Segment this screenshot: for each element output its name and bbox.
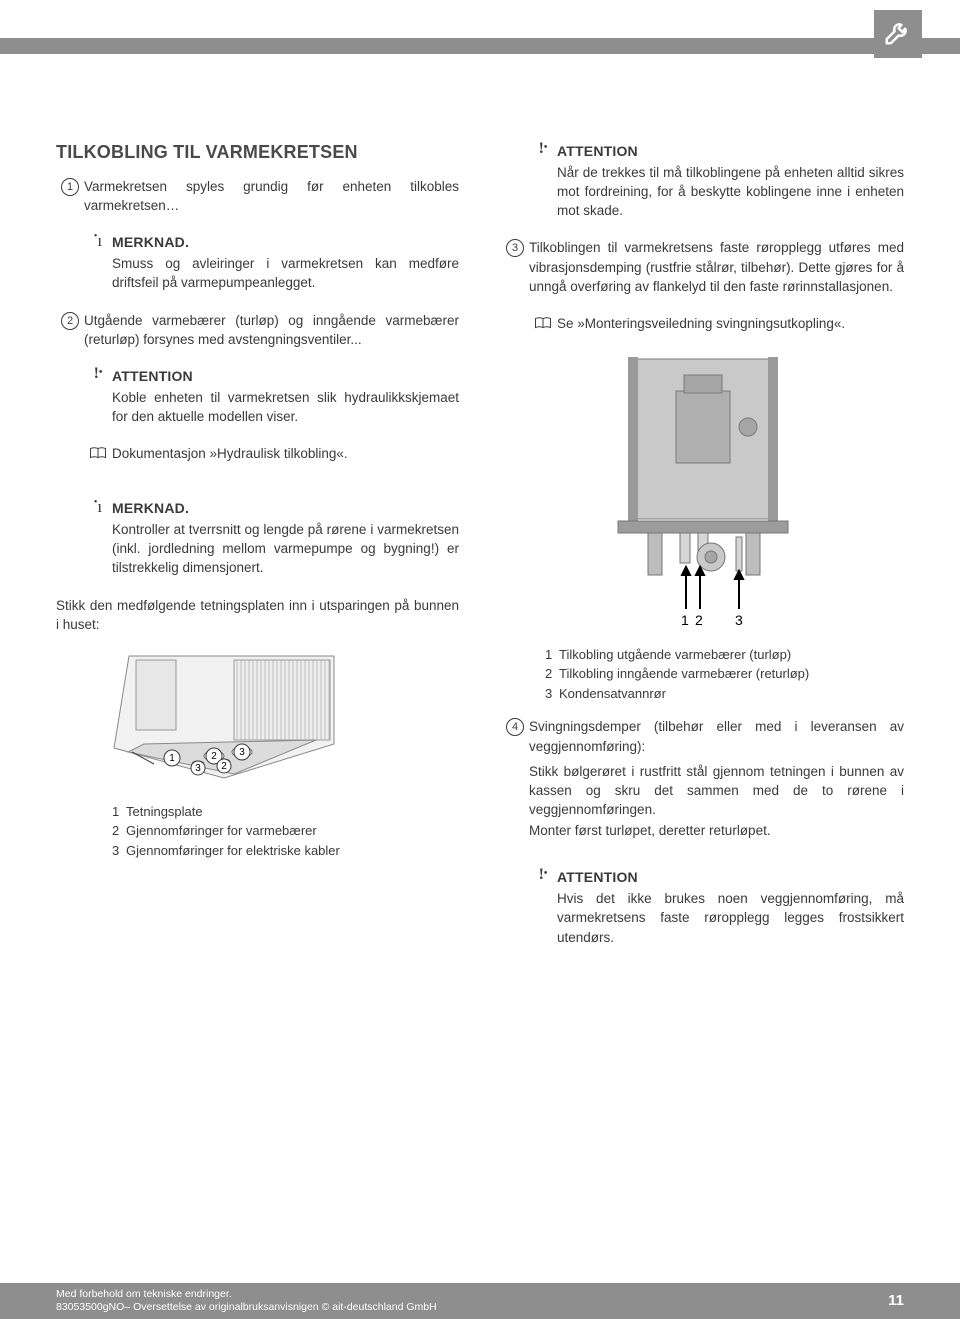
step-number: 4 bbox=[506, 718, 524, 736]
note-1: •ı MERKNAD. Smuss og avleiringer i varme… bbox=[56, 233, 459, 292]
svg-text:3: 3 bbox=[239, 747, 245, 758]
step-text: Stikk bølgerøret i rustfritt stål gjenno… bbox=[529, 762, 904, 819]
attention-body: Koble enheten til varmekretsen slik hydr… bbox=[112, 388, 459, 426]
fig2-label-1: 1 bbox=[681, 612, 689, 628]
attention-3: !• ATTENTION Hvis det ikke brukes noen v… bbox=[501, 868, 904, 946]
instruction-text: Stikk den medfølgende tetningsplaten inn… bbox=[56, 596, 459, 634]
step-number: 1 bbox=[61, 178, 79, 196]
svg-text:2: 2 bbox=[221, 761, 227, 772]
footer-line-2: 83053500gNO– Oversettelse av originalbru… bbox=[56, 1301, 904, 1314]
attention-icon: !• bbox=[89, 368, 107, 380]
step-text: Tilkoblingen til varmekretsens faste rør… bbox=[529, 238, 904, 295]
svg-text:3: 3 bbox=[195, 763, 201, 774]
content: TILKOBLING TIL VARMEKRETSEN 1 Varmekrets… bbox=[56, 142, 904, 965]
fig2-label-2: 2 bbox=[695, 612, 703, 628]
attention-heading: ATTENTION bbox=[557, 142, 904, 162]
step-text: Svingningsdemper (tilbehør eller med i l… bbox=[529, 717, 904, 755]
left-column: TILKOBLING TIL VARMEKRETSEN 1 Varmekrets… bbox=[56, 142, 459, 965]
info-icon: •ı bbox=[89, 234, 107, 248]
header-stripe bbox=[0, 38, 960, 54]
step-number: 2 bbox=[61, 312, 79, 330]
fig2-label-3: 3 bbox=[735, 612, 743, 628]
section-title: TILKOBLING TIL VARMEKRETSEN bbox=[56, 142, 459, 163]
note-2: •ı MERKNAD. Kontroller at tverrsnitt og … bbox=[56, 499, 459, 577]
note-body: Smuss og avleiringer i varmekretsen kan … bbox=[112, 254, 459, 292]
svg-text:2: 2 bbox=[211, 751, 217, 762]
attention-body: Hvis det ikke brukes noen veggjennomføri… bbox=[557, 889, 904, 946]
step-2: 2 Utgående varmebærer (turløp) og inngåe… bbox=[56, 311, 459, 349]
note-heading: MERKNAD. bbox=[112, 233, 459, 253]
note-body: Kontroller at tverrsnitt og lengde på rø… bbox=[112, 520, 459, 577]
wrench-icon bbox=[883, 17, 913, 52]
step-text: Utgående varmebærer (turløp) og inngåend… bbox=[84, 311, 459, 349]
footer-line-1: Med forbehold om tekniske endringer. bbox=[56, 1288, 904, 1301]
attention-icon: !• bbox=[534, 869, 552, 881]
attention-heading: ATTENTION bbox=[557, 868, 904, 888]
book-icon bbox=[534, 315, 552, 331]
note-heading: MERKNAD. bbox=[112, 499, 459, 519]
step-3: 3 Tilkoblingen til varmekretsens faste r… bbox=[501, 238, 904, 295]
attention-2: !• ATTENTION Når de trekkes til må tilko… bbox=[501, 142, 904, 220]
header-tab bbox=[874, 10, 922, 58]
figure-2: 1 2 3 bbox=[501, 351, 904, 631]
step-4: 4 Svingningsdemper (tilbehør eller med i… bbox=[501, 717, 904, 840]
figure-1: 1 2 3 3 2 bbox=[56, 648, 459, 788]
doc-ref-2: Se »Monteringsveiledning svingningsutkop… bbox=[501, 314, 904, 333]
doc-text: Dokumentasjon »Hydraulisk tilkobling«. bbox=[112, 444, 459, 463]
attention-body: Når de trekkes til må tilkoblingene på e… bbox=[557, 163, 904, 220]
footer: Med forbehold om tekniske endringer. 830… bbox=[0, 1283, 960, 1319]
step-number: 3 bbox=[506, 239, 524, 257]
figure-1-legend: 1Tetningsplate 2Gjennomføringer for varm… bbox=[56, 802, 459, 861]
step-text: Varmekretsen spyles grundig før enheten … bbox=[84, 177, 459, 215]
page: TILKOBLING TIL VARMEKRETSEN 1 Varmekrets… bbox=[0, 0, 960, 1319]
svg-text:1: 1 bbox=[169, 753, 175, 764]
step-text: Monter først turløpet, deretter returløp… bbox=[529, 821, 904, 840]
attention-heading: ATTENTION bbox=[112, 367, 459, 387]
right-column: !• ATTENTION Når de trekkes til må tilko… bbox=[501, 142, 904, 965]
header-band bbox=[0, 0, 960, 54]
book-icon bbox=[89, 445, 107, 461]
doc-ref-1: Dokumentasjon »Hydraulisk tilkobling«. bbox=[56, 444, 459, 463]
info-icon: •ı bbox=[89, 500, 107, 514]
figure-2-legend: 1Tilkobling utgående varmebærer (turløp)… bbox=[501, 645, 904, 704]
step-1: 1 Varmekretsen spyles grundig før enhete… bbox=[56, 177, 459, 215]
doc-text: Se »Monteringsveiledning svingningsutkop… bbox=[557, 314, 904, 333]
attention-1: !• ATTENTION Koble enheten til varmekret… bbox=[56, 367, 459, 426]
attention-icon: !• bbox=[534, 143, 552, 155]
page-number: 11 bbox=[888, 1292, 904, 1309]
